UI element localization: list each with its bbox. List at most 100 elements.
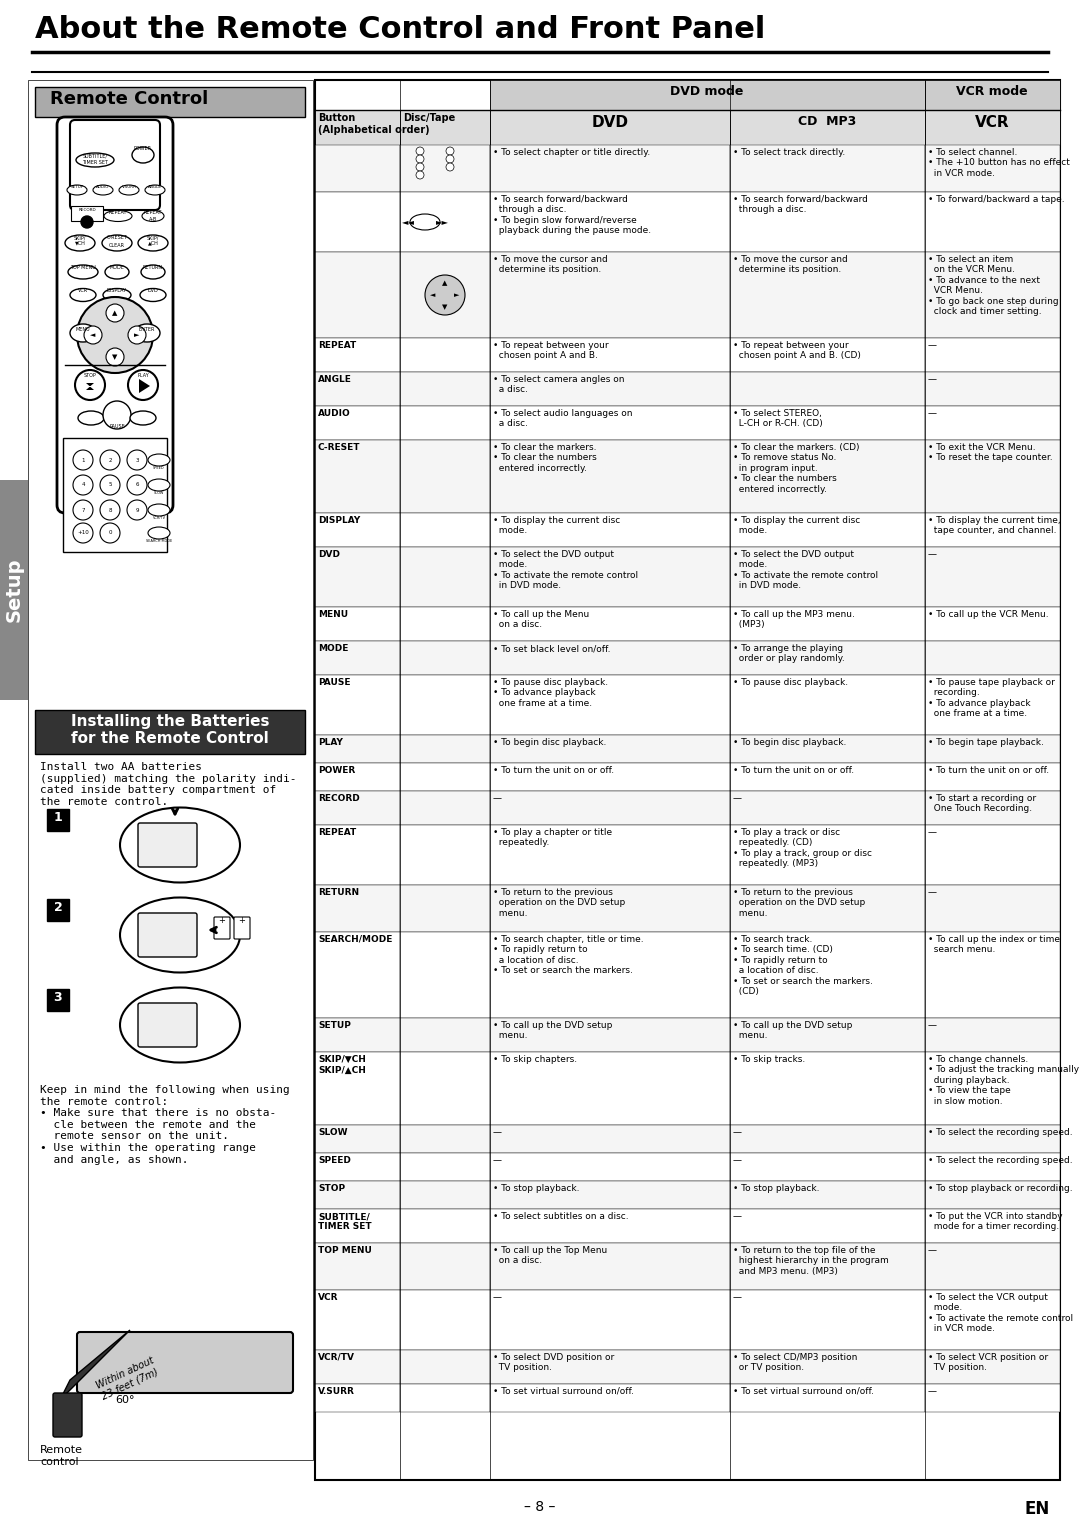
FancyBboxPatch shape <box>315 337 400 372</box>
Text: EN: EN <box>1025 1500 1050 1518</box>
FancyBboxPatch shape <box>730 826 924 885</box>
FancyBboxPatch shape <box>490 372 730 406</box>
Ellipse shape <box>68 266 98 279</box>
Text: A-B: A-B <box>149 217 157 221</box>
Ellipse shape <box>67 185 87 195</box>
Text: DVD: DVD <box>148 288 159 293</box>
Text: ►: ► <box>455 291 460 298</box>
FancyBboxPatch shape <box>730 885 924 932</box>
FancyBboxPatch shape <box>924 1244 1059 1289</box>
FancyBboxPatch shape <box>138 1003 197 1047</box>
FancyBboxPatch shape <box>63 438 167 552</box>
Text: VCR: VCR <box>78 288 89 293</box>
FancyBboxPatch shape <box>234 917 249 938</box>
Text: CLEAR: CLEAR <box>109 243 125 249</box>
FancyBboxPatch shape <box>400 1244 490 1289</box>
FancyBboxPatch shape <box>490 826 730 885</box>
Text: PAUSE: PAUSE <box>109 424 125 429</box>
Text: Remote Control: Remote Control <box>50 90 208 108</box>
FancyBboxPatch shape <box>400 790 490 826</box>
Text: VCR/TV: VCR/TV <box>152 516 165 520</box>
FancyBboxPatch shape <box>315 1018 400 1051</box>
Text: ANGLE: ANGLE <box>318 375 352 385</box>
Circle shape <box>127 501 147 520</box>
Text: SEARCH/MODE: SEARCH/MODE <box>318 935 392 945</box>
Circle shape <box>73 501 93 520</box>
Text: • To clear the markers.
• To clear the numbers
  entered incorrectly.: • To clear the markers. • To clear the n… <box>492 443 597 473</box>
Ellipse shape <box>78 410 104 426</box>
FancyBboxPatch shape <box>730 1384 924 1412</box>
Text: • To search forward/backward
  through a disc.: • To search forward/backward through a d… <box>733 195 868 214</box>
FancyBboxPatch shape <box>400 1018 490 1051</box>
Text: —: — <box>733 1128 742 1137</box>
Text: SKIP/
▼CH: SKIP/ ▼CH <box>73 235 86 246</box>
Text: • To search forward/backward
  through a disc.
• To begin slow forward/reverse
 : • To search forward/backward through a d… <box>492 195 651 235</box>
FancyBboxPatch shape <box>490 607 730 641</box>
FancyBboxPatch shape <box>400 406 490 439</box>
FancyBboxPatch shape <box>315 736 400 763</box>
Ellipse shape <box>140 288 166 302</box>
FancyBboxPatch shape <box>924 763 1059 790</box>
Text: • To select CD/MP3 position
  or TV position.: • To select CD/MP3 position or TV positi… <box>733 1354 858 1372</box>
FancyBboxPatch shape <box>490 641 730 674</box>
FancyBboxPatch shape <box>924 439 1059 513</box>
Text: —: — <box>928 340 937 349</box>
Text: ▲: ▲ <box>112 310 118 316</box>
FancyBboxPatch shape <box>400 1384 490 1412</box>
Text: —: — <box>928 549 937 559</box>
Circle shape <box>81 217 93 227</box>
FancyBboxPatch shape <box>490 252 730 337</box>
FancyBboxPatch shape <box>315 885 400 932</box>
FancyBboxPatch shape <box>924 1289 1059 1351</box>
Text: • To stop playback.: • To stop playback. <box>733 1184 820 1193</box>
FancyBboxPatch shape <box>490 546 730 607</box>
FancyBboxPatch shape <box>400 252 490 337</box>
FancyBboxPatch shape <box>400 674 490 736</box>
Text: —: — <box>928 409 937 418</box>
Circle shape <box>75 369 105 400</box>
Ellipse shape <box>130 410 156 426</box>
FancyBboxPatch shape <box>730 790 924 826</box>
Text: ▼: ▼ <box>112 354 118 360</box>
Text: SKIP/▼CH
SKIP/▲CH: SKIP/▼CH SKIP/▲CH <box>318 1054 366 1074</box>
Circle shape <box>446 146 454 156</box>
FancyBboxPatch shape <box>924 885 1059 932</box>
Text: —: — <box>928 375 937 385</box>
Text: REPEAT: REPEAT <box>144 211 162 215</box>
FancyBboxPatch shape <box>315 252 400 337</box>
Circle shape <box>84 327 102 343</box>
Text: • To pause disc playback.: • To pause disc playback. <box>733 678 848 687</box>
FancyBboxPatch shape <box>490 145 730 192</box>
Text: 3: 3 <box>54 990 63 1004</box>
FancyBboxPatch shape <box>730 763 924 790</box>
FancyBboxPatch shape <box>490 1384 730 1412</box>
Text: CD  MP3: CD MP3 <box>798 114 856 128</box>
Text: ◄: ◄ <box>91 333 96 337</box>
Circle shape <box>106 348 124 366</box>
Text: VCR mode: VCR mode <box>956 85 1028 98</box>
Text: • To select the DVD output
  mode.
• To activate the remote control
  in DVD mod: • To select the DVD output mode. • To ac… <box>492 549 638 591</box>
FancyBboxPatch shape <box>924 110 1059 145</box>
Text: DVD: DVD <box>318 549 340 559</box>
Text: C-RESET: C-RESET <box>107 235 127 240</box>
Text: PLAY: PLAY <box>318 739 342 748</box>
FancyBboxPatch shape <box>924 932 1059 1018</box>
Text: • To call up the Top Menu
  on a disc.: • To call up the Top Menu on a disc. <box>492 1247 607 1265</box>
FancyBboxPatch shape <box>400 1351 490 1384</box>
FancyBboxPatch shape <box>400 1154 490 1181</box>
Text: —: — <box>492 1128 502 1137</box>
Ellipse shape <box>105 266 129 279</box>
FancyBboxPatch shape <box>924 337 1059 372</box>
Text: • To display the current time,
  tape counter, and channel.: • To display the current time, tape coun… <box>928 516 1061 536</box>
Circle shape <box>416 163 424 171</box>
Text: VCR/TV: VCR/TV <box>318 1354 355 1363</box>
Text: • To clear the markers. (CD)
• To remove status No.
  in program input.
• To cle: • To clear the markers. (CD) • To remove… <box>733 443 860 493</box>
Text: • To select the DVD output
  mode.
• To activate the remote control
  in DVD mod: • To select the DVD output mode. • To ac… <box>733 549 878 591</box>
FancyBboxPatch shape <box>490 79 924 110</box>
Ellipse shape <box>148 479 170 491</box>
FancyBboxPatch shape <box>730 192 924 252</box>
Text: • To display the current disc
  mode.: • To display the current disc mode. <box>492 516 620 536</box>
Text: AUDIO: AUDIO <box>96 185 110 189</box>
Text: RETURN: RETURN <box>318 888 360 897</box>
FancyBboxPatch shape <box>924 372 1059 406</box>
